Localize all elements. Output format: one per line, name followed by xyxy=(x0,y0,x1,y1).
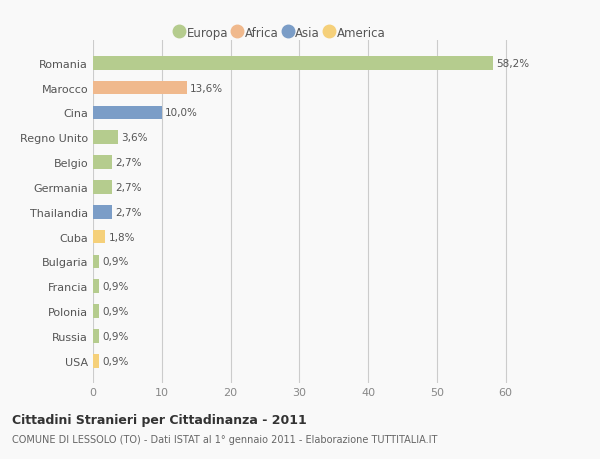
Text: 0,9%: 0,9% xyxy=(103,257,129,267)
Bar xyxy=(93,206,112,219)
Bar xyxy=(93,181,112,194)
Text: 0,9%: 0,9% xyxy=(103,306,129,316)
Bar xyxy=(93,255,99,269)
Text: 2,7%: 2,7% xyxy=(115,158,142,168)
Text: COMUNE DI LESSOLO (TO) - Dati ISTAT al 1° gennaio 2011 - Elaborazione TUTTITALIA: COMUNE DI LESSOLO (TO) - Dati ISTAT al 1… xyxy=(12,434,437,444)
Text: Cittadini Stranieri per Cittadinanza - 2011: Cittadini Stranieri per Cittadinanza - 2… xyxy=(12,413,307,426)
Text: 2,7%: 2,7% xyxy=(115,207,142,217)
Text: 3,6%: 3,6% xyxy=(121,133,148,143)
Bar xyxy=(93,354,99,368)
Text: 58,2%: 58,2% xyxy=(497,59,530,69)
Bar xyxy=(93,156,112,169)
Text: 13,6%: 13,6% xyxy=(190,84,223,94)
Bar xyxy=(93,305,99,318)
Text: 2,7%: 2,7% xyxy=(115,183,142,192)
Bar xyxy=(93,329,99,343)
Bar xyxy=(93,57,493,71)
Text: 1,8%: 1,8% xyxy=(109,232,136,242)
Bar xyxy=(93,230,106,244)
Legend: Europa, Africa, Asia, America: Europa, Africa, Asia, America xyxy=(173,23,389,43)
Bar xyxy=(93,106,162,120)
Text: 0,9%: 0,9% xyxy=(103,282,129,291)
Bar xyxy=(93,280,99,293)
Text: 0,9%: 0,9% xyxy=(103,331,129,341)
Bar xyxy=(93,131,118,145)
Text: 0,9%: 0,9% xyxy=(103,356,129,366)
Text: 10,0%: 10,0% xyxy=(165,108,198,118)
Bar xyxy=(93,82,187,95)
